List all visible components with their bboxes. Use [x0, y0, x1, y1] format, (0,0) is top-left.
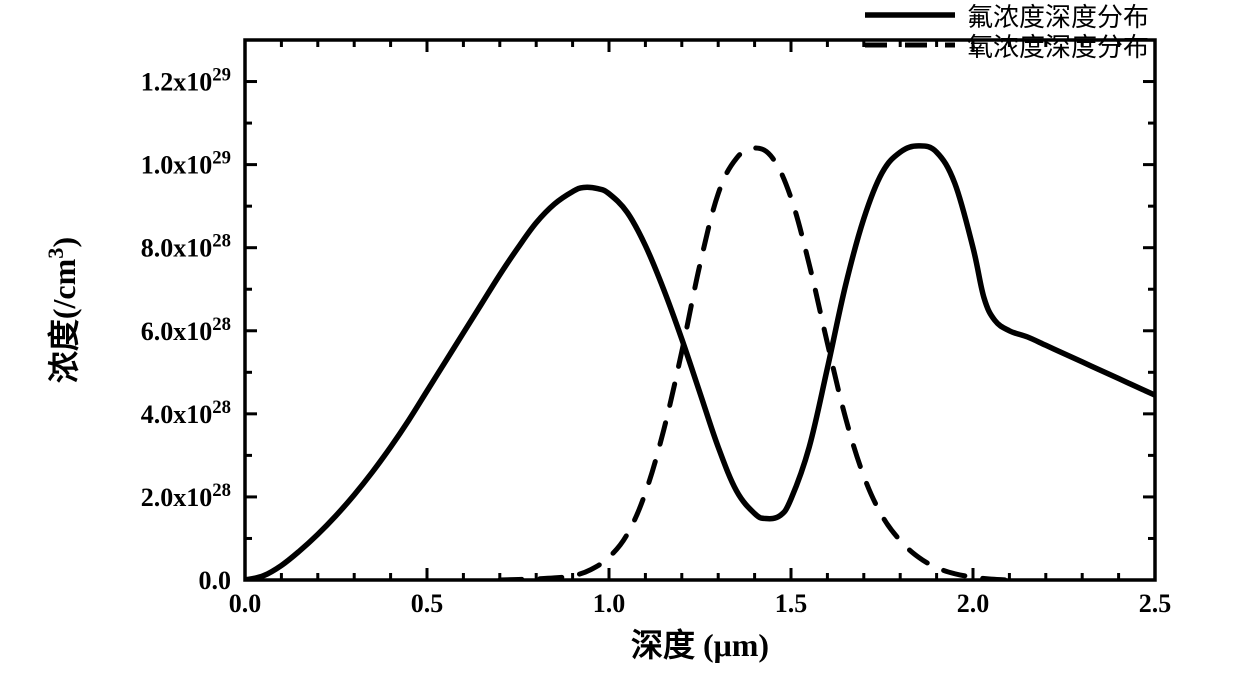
legend-sample: [865, 0, 955, 30]
y-tick-label: 1.2x1029: [141, 65, 231, 97]
legend: 氟浓度深度分布氧浓度深度分布: [865, 0, 1149, 60]
legend-item: 氟浓度深度分布: [865, 0, 1149, 30]
y-tick-label: 6.0x1028: [141, 314, 231, 346]
legend-item: 氧浓度深度分布: [865, 30, 1149, 60]
line-chart: 0.0 0.5 1.0 1.5 2.0 2.5 0.0 2.0x1028 4.0x1028 6.0…: [0, 0, 1240, 681]
x-axis-title-svg: 深度 (μm): [631, 627, 769, 663]
y-tick-label: 0.0: [199, 566, 232, 595]
y-tick-label: 1.0x1029: [141, 148, 231, 180]
y-axis-title-svg: 浓度(/cm3): [43, 237, 82, 383]
legend-sample: [865, 30, 955, 60]
y-tick-label: 4.0x1028: [141, 397, 231, 429]
y-tick-label: 2.0x1028: [141, 480, 231, 512]
x-tick-label: 2.0: [957, 589, 990, 618]
chart-stage: 0.0 0.5 1.0 1.5 2.0 2.5 0.0 2.0x1028 4.0x1028 6.0…: [0, 0, 1240, 681]
x-tick-label: 0.5: [411, 589, 444, 618]
x-tick-label: 1.5: [775, 589, 808, 618]
legend-label: 氧浓度深度分布: [967, 27, 1149, 64]
x-tick-label: 1.0: [593, 589, 626, 618]
x-tick-label: 0.0: [229, 589, 262, 618]
series-fluorine: [245, 146, 1155, 580]
y-tick-label: 8.0x1028: [141, 231, 231, 263]
x-tick-label: 2.5: [1139, 589, 1172, 618]
